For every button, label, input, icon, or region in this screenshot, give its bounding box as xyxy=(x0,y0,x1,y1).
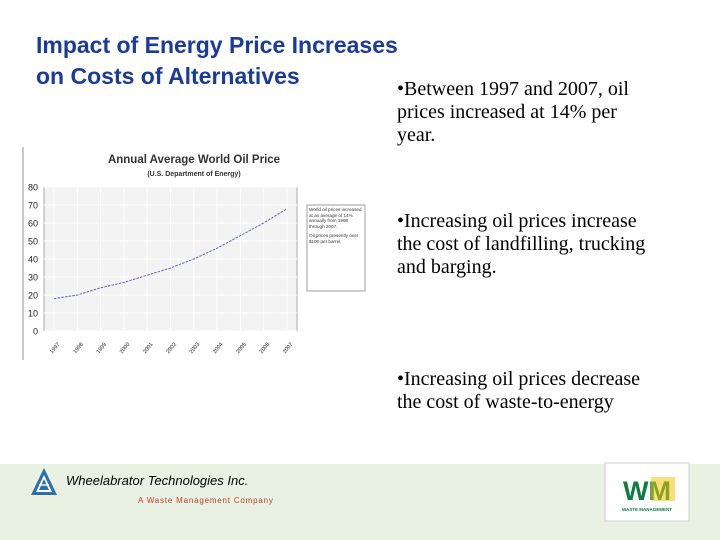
wheelabrator-logo-icon xyxy=(31,468,57,495)
y-tick-label: 0 xyxy=(33,327,38,337)
company-name: Wheelabrator Technologies Inc. xyxy=(66,473,249,488)
waste-management-logo: WM WASTE MANAGEMENT xyxy=(604,462,690,522)
y-tick-label: 60 xyxy=(28,219,38,229)
annotation-text-container: World oil prices increased at an average… xyxy=(309,207,362,244)
x-gridlines xyxy=(53,187,288,331)
y-tick-label: 50 xyxy=(28,237,38,247)
y-tick-label: 70 xyxy=(28,201,38,211)
wm-logo-subtext: WASTE MANAGEMENT xyxy=(622,507,672,512)
y-tick-label: 40 xyxy=(28,255,38,265)
y-tick-label: 20 xyxy=(28,291,38,301)
y-tick-label: 10 xyxy=(28,309,38,319)
footer-band xyxy=(0,464,720,540)
chart-svg: Annual Average World Oil Price (U.S. Dep… xyxy=(22,147,370,360)
oil-price-chart: Annual Average World Oil Price (U.S. Dep… xyxy=(22,147,370,360)
y-tick-label: 30 xyxy=(28,273,38,283)
company-tagline: A Waste Management Company xyxy=(138,496,274,505)
title-line-1: Impact of Energy Price Increases xyxy=(36,32,398,58)
annotation-line-1: World oil prices increased at an average… xyxy=(309,207,362,229)
chart-left-edge xyxy=(22,147,24,360)
y-tick-label: 80 xyxy=(28,183,38,193)
annotation-line-2: Oil prices presently over $100 per barre… xyxy=(309,233,359,244)
bullet-3: •Increasing oil prices decrease the cost… xyxy=(397,368,640,413)
slide-title: Impact of Energy Price Increases on Cost… xyxy=(36,30,476,92)
y-axis-ticks: 80 70 60 50 40 30 20 10 0 xyxy=(28,183,38,337)
chart-title: Annual Average World Oil Price xyxy=(108,154,280,166)
annotation-box xyxy=(306,204,366,292)
series-line-oil-price xyxy=(53,208,288,300)
bullet-1: •Between 1997 and 2007, oil prices incre… xyxy=(397,78,629,146)
chart-subtitle: (U.S. Department of Energy) xyxy=(147,171,240,178)
bullet-2: •Increasing oil prices increase the cost… xyxy=(397,210,646,278)
title-line-2: on Costs of Alternatives xyxy=(36,63,300,89)
